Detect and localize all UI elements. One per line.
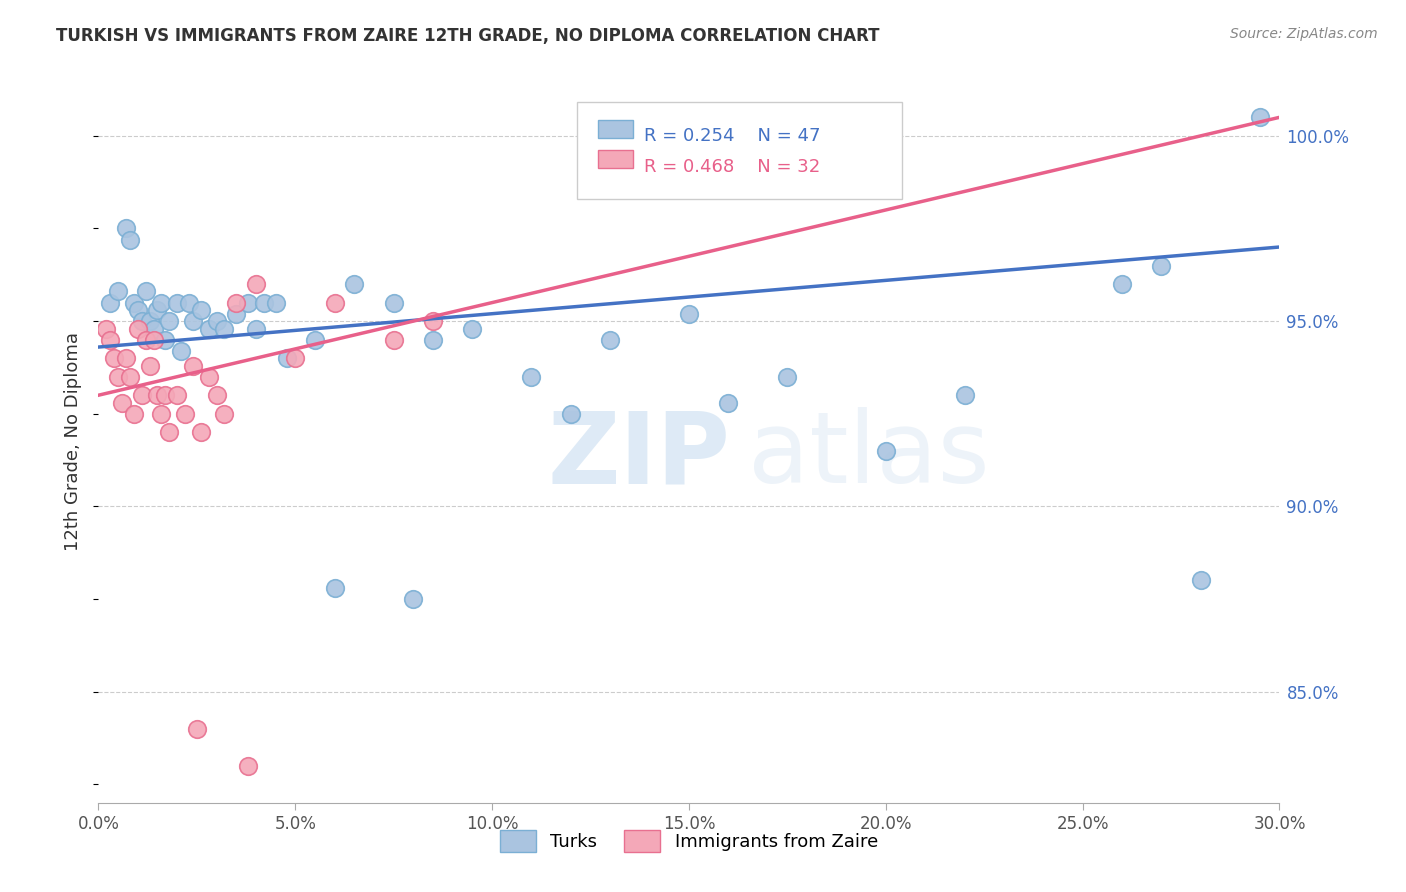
Point	[142, 333, 165, 347]
Point	[197, 321, 219, 335]
Point	[131, 388, 153, 402]
Point	[343, 277, 366, 291]
Point	[225, 295, 247, 310]
Point	[276, 351, 298, 366]
Point	[98, 333, 121, 347]
Point	[146, 388, 169, 402]
Point	[1249, 111, 1271, 125]
Point	[166, 388, 188, 402]
Point	[323, 295, 346, 310]
Point	[157, 425, 180, 440]
Point	[422, 333, 444, 347]
Text: Source: ZipAtlas.com: Source: ZipAtlas.com	[1230, 27, 1378, 41]
Text: R = 0.254    N = 47: R = 0.254 N = 47	[644, 127, 821, 145]
Point	[177, 295, 200, 310]
Point	[118, 369, 141, 384]
Point	[190, 303, 212, 318]
Point	[253, 295, 276, 310]
Point	[174, 407, 197, 421]
Point	[150, 295, 173, 310]
Legend: Turks, Immigrants from Zaire: Turks, Immigrants from Zaire	[492, 822, 886, 859]
Point	[1150, 259, 1173, 273]
Point	[181, 314, 204, 328]
Point	[103, 351, 125, 366]
Point	[245, 277, 267, 291]
Point	[304, 333, 326, 347]
Point	[107, 369, 129, 384]
Point	[135, 333, 157, 347]
Point	[122, 407, 145, 421]
Text: atlas: atlas	[748, 408, 990, 505]
Point	[170, 343, 193, 358]
Point	[98, 295, 121, 310]
Point	[115, 221, 138, 235]
Point	[875, 443, 897, 458]
Point	[150, 407, 173, 421]
Point	[461, 321, 484, 335]
Point	[155, 333, 177, 347]
Point	[197, 369, 219, 384]
Point	[520, 369, 543, 384]
Point	[953, 388, 976, 402]
Point	[776, 369, 799, 384]
Point	[135, 285, 157, 299]
Point	[181, 359, 204, 373]
Point	[205, 314, 228, 328]
Point	[111, 395, 134, 409]
Point	[382, 295, 405, 310]
FancyBboxPatch shape	[576, 102, 901, 200]
Point	[127, 321, 149, 335]
Point	[131, 314, 153, 328]
Point	[402, 592, 425, 607]
Point	[422, 314, 444, 328]
Point	[138, 314, 160, 328]
Point	[118, 233, 141, 247]
Point	[1111, 277, 1133, 291]
Point	[138, 359, 160, 373]
Point	[214, 407, 236, 421]
Point	[166, 295, 188, 310]
Point	[155, 388, 177, 402]
Point	[717, 395, 740, 409]
Text: R = 0.468    N = 32: R = 0.468 N = 32	[644, 158, 820, 176]
Point	[382, 333, 405, 347]
Point	[236, 295, 259, 310]
Point	[1189, 574, 1212, 588]
Point	[264, 295, 287, 310]
Point	[127, 303, 149, 318]
Point	[107, 285, 129, 299]
Point	[205, 388, 228, 402]
Point	[323, 581, 346, 595]
Point	[115, 351, 138, 366]
Point	[122, 295, 145, 310]
Point	[225, 307, 247, 321]
Point	[245, 321, 267, 335]
Y-axis label: 12th Grade, No Diploma: 12th Grade, No Diploma	[65, 332, 83, 551]
Point	[146, 303, 169, 318]
Point	[96, 321, 118, 335]
Point	[157, 314, 180, 328]
Point	[599, 333, 621, 347]
Text: ZIP: ZIP	[547, 408, 730, 505]
Point	[190, 425, 212, 440]
FancyBboxPatch shape	[598, 120, 634, 138]
Point	[142, 321, 165, 335]
Point	[214, 321, 236, 335]
Point	[236, 758, 259, 772]
FancyBboxPatch shape	[598, 151, 634, 169]
Point	[678, 307, 700, 321]
Text: TURKISH VS IMMIGRANTS FROM ZAIRE 12TH GRADE, NO DIPLOMA CORRELATION CHART: TURKISH VS IMMIGRANTS FROM ZAIRE 12TH GR…	[56, 27, 880, 45]
Point	[186, 722, 208, 736]
Point	[560, 407, 582, 421]
Point	[284, 351, 307, 366]
